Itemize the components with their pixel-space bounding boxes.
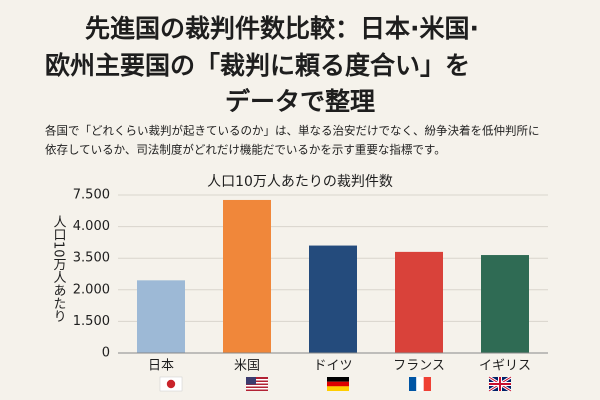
subtitle-line: 依存しているか、司法制度がどれだけ機能だでいるかを示す重要な指標です。 — [45, 143, 446, 157]
y-tick-label: 1.500 — [73, 314, 110, 329]
bar — [481, 255, 529, 353]
x-tick-label: ドイツ — [313, 359, 352, 374]
subtitle-line: 各国で「どれくらい裁判が起きているのか」は、単なる治安だけでなく、紛争決着を低仲… — [45, 124, 540, 138]
chart-title: 人口10万人あたりの裁判件数 — [207, 174, 393, 190]
bar — [309, 245, 357, 353]
title-line: 欧州主要国の「裁判に頼る度合い」を — [45, 51, 470, 80]
bar — [223, 199, 271, 353]
x-tick-label: 米国 — [234, 359, 260, 374]
x-tick-label: イギリス — [479, 359, 531, 374]
y-tick-label: 4.000 — [73, 219, 110, 234]
y-axis-label: 人口10万人あたり — [51, 215, 67, 323]
title-line: データで整理 — [225, 87, 375, 116]
y-tick-label: 0 — [102, 346, 110, 361]
flags — [159, 375, 512, 393]
y-tick-label: 2.000 — [73, 282, 110, 297]
bar — [137, 280, 185, 353]
y-tick-label: 3.500 — [73, 251, 110, 266]
y-tick-label: 7.500 — [73, 188, 110, 203]
x-tick-label: フランス — [393, 359, 445, 374]
x-tick-label: 日本 — [148, 359, 174, 374]
bar — [395, 251, 443, 353]
title-line: 先進国の裁判件数比較：日本·米国· — [85, 14, 479, 43]
